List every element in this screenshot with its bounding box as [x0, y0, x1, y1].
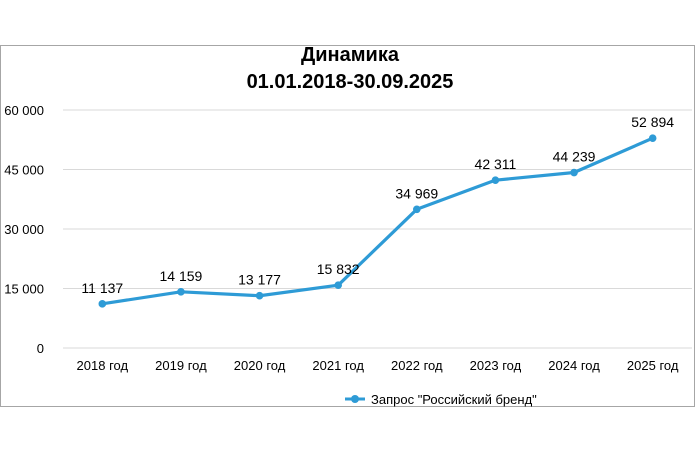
x-tick-label: 2023 год [470, 358, 522, 373]
data-point [491, 176, 500, 184]
x-tick-label: 2019 год [155, 358, 207, 373]
data-label: 42 311 [475, 156, 517, 172]
x-tick-label: 2018 год [77, 358, 129, 373]
data-label: 11 137 [81, 280, 123, 296]
data-point [334, 281, 342, 289]
x-tick-label: 2024 год [548, 358, 600, 373]
data-point [98, 300, 107, 308]
legend-marker [351, 395, 359, 403]
series-line [100, 136, 655, 306]
x-tick-label: 2022 год [391, 358, 443, 373]
data-label: 13 177 [238, 272, 281, 288]
x-tick-label: 2025 год [627, 358, 679, 373]
data-point [648, 134, 657, 142]
data-label: 34 969 [395, 185, 438, 201]
chart-title: Динамика [301, 44, 399, 66]
data-label: 15 832 [317, 261, 360, 277]
x-tick-label: 2020 год [234, 358, 286, 373]
chart-subtitle: 01.01.2018-30.09.2025 [246, 71, 454, 93]
data-point [413, 205, 421, 214]
data-point [177, 288, 185, 296]
y-axis-ticks: 0 15 000 30 000 45 000 60 000 [4, 103, 44, 356]
chart-frame [0, 45, 695, 407]
gridlines [63, 109, 692, 349]
data-label: 44 239 [553, 149, 596, 165]
y-tick-label: 60 000 [4, 103, 44, 118]
data-label: 14 159 [160, 268, 203, 284]
y-tick-label: 15 000 [4, 282, 44, 297]
x-tick-label: 2021 год [312, 358, 364, 373]
y-tick-label: 30 000 [4, 222, 44, 237]
data-point [255, 291, 264, 300]
y-tick-label: 45 000 [4, 163, 44, 178]
legend-label: Запрос "Российский бренд" [371, 392, 537, 407]
data-point [570, 168, 578, 177]
series-group: 11 137 14 159 13 177 15 832 34 969 42 311 44 2… [81, 114, 674, 308]
data-label: 52 894 [631, 114, 674, 130]
y-tick-label: 0 [37, 341, 44, 356]
legend: Запрос "Российский бренд" [345, 392, 537, 407]
x-axis-ticks: 2018 год 2019 год 2020 год 2021 год 2022 год… [77, 358, 679, 373]
